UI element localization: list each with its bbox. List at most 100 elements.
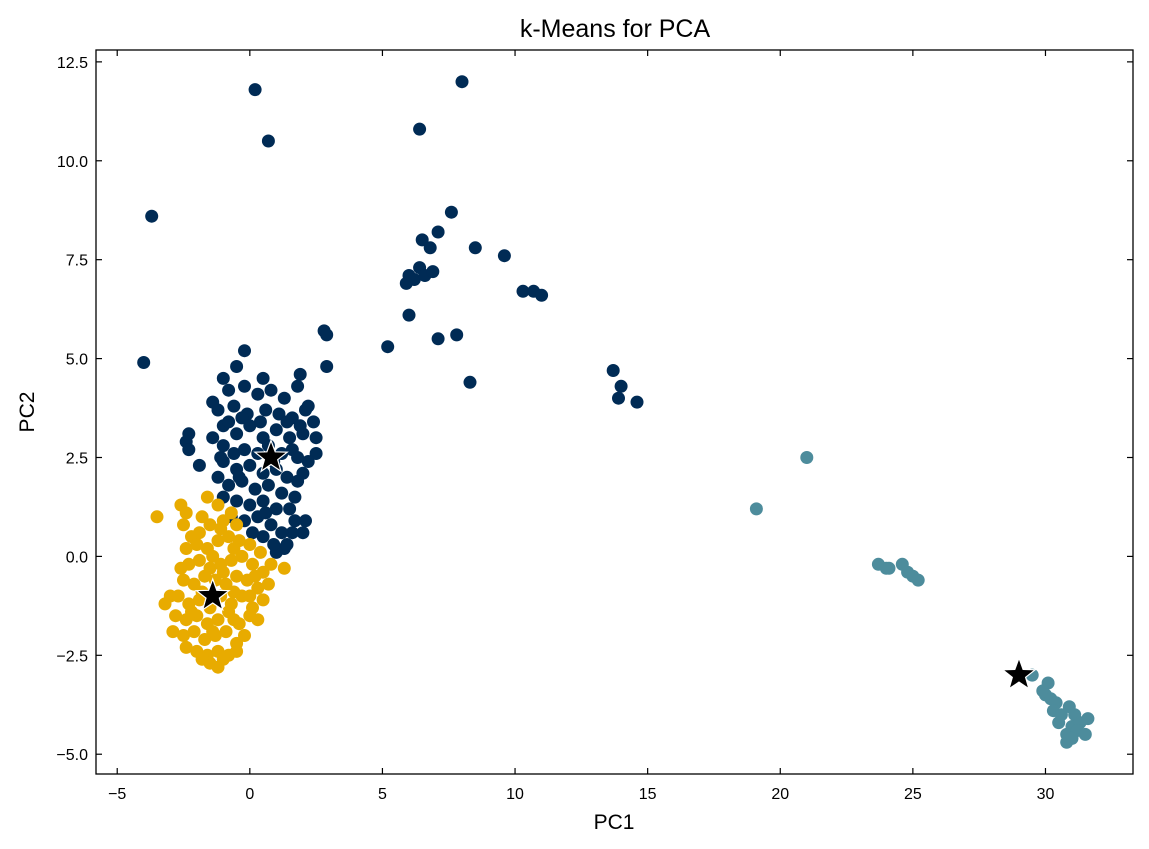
data-point (211, 470, 225, 484)
data-point (264, 557, 278, 571)
data-point (291, 451, 305, 464)
data-point (288, 490, 302, 504)
data-point (211, 403, 225, 417)
data-point (166, 625, 180, 639)
data-point (612, 391, 625, 405)
data-point (216, 565, 230, 579)
data-point (198, 633, 212, 646)
data-point (222, 383, 236, 397)
data-point (1081, 712, 1095, 726)
data-point (227, 399, 241, 413)
data-point (190, 538, 204, 551)
data-point (463, 375, 477, 389)
data-point (283, 431, 297, 445)
data-point (275, 526, 289, 540)
data-point (246, 526, 259, 540)
data-point (450, 328, 464, 342)
data-point (261, 478, 275, 492)
y-tick-label: 10.0 (57, 154, 88, 171)
centroid-star-marker (253, 438, 289, 473)
data-point (219, 625, 233, 639)
data-point (261, 577, 275, 591)
x-tick-label: 30 (1037, 786, 1055, 803)
data-point (179, 640, 193, 654)
data-point (192, 526, 206, 540)
data-point (285, 526, 299, 540)
data-point (235, 411, 249, 425)
data-point (192, 458, 206, 472)
data-point (431, 225, 445, 239)
data-point (269, 502, 283, 516)
data-point (256, 466, 270, 480)
data-point (309, 431, 323, 445)
data-point (291, 474, 305, 488)
data-point (455, 75, 469, 89)
data-point (238, 443, 251, 457)
data-point (174, 561, 188, 575)
data-point (177, 518, 190, 532)
data-point (497, 249, 511, 263)
data-point (169, 609, 183, 623)
data-point (253, 415, 267, 429)
data-point (606, 364, 620, 377)
data-point (187, 577, 201, 591)
data-point (230, 569, 244, 583)
plot-area (137, 75, 1095, 749)
data-point (137, 356, 151, 369)
data-point (423, 241, 437, 255)
data-point (179, 542, 193, 555)
data-point (187, 625, 201, 639)
data-point (230, 360, 244, 373)
y-tick-label: 12.5 (57, 55, 88, 72)
data-point (230, 518, 244, 532)
data-point (280, 538, 294, 551)
data-point (216, 371, 230, 385)
data-point (275, 486, 289, 500)
y-tick-label: 0.0 (66, 549, 88, 566)
data-point (535, 288, 549, 302)
x-tick-label: 5 (378, 786, 387, 803)
data-point (259, 506, 273, 520)
data-point (251, 581, 265, 595)
data-point (299, 514, 312, 528)
data-point (256, 530, 270, 544)
data-point (630, 395, 644, 409)
data-point (399, 276, 413, 290)
y-tick-label: −5.0 (56, 747, 88, 764)
y-tick-label: 7.5 (66, 253, 88, 270)
data-point (882, 561, 896, 575)
data-point (185, 605, 198, 619)
axes-frame (95, 49, 1134, 775)
data-point (222, 478, 236, 492)
data-point (243, 498, 257, 512)
data-point (224, 553, 238, 567)
data-point (402, 308, 416, 322)
data-point (253, 545, 267, 559)
data-point (195, 652, 209, 666)
data-point (413, 122, 427, 136)
data-point (1065, 731, 1079, 745)
x-tick-label: 25 (904, 786, 922, 803)
data-point (309, 447, 323, 460)
data-point (277, 391, 291, 405)
data-point (264, 383, 278, 397)
x-axis-label: PC1 (594, 811, 635, 834)
y-axis-label: PC2 (16, 392, 39, 433)
data-point (235, 549, 249, 563)
chart-title: k-Means for PCA (520, 15, 711, 43)
data-point (238, 344, 251, 358)
x-tick-label: −5 (108, 786, 126, 803)
data-point (248, 569, 262, 583)
data-point (283, 502, 297, 516)
data-point (291, 379, 305, 393)
data-point (232, 470, 246, 484)
data-point (749, 502, 763, 516)
data-point (177, 629, 190, 642)
data-point (320, 328, 334, 342)
data-point (211, 534, 225, 548)
data-point (381, 340, 395, 354)
data-point (206, 625, 220, 639)
centroid-star-marker (1001, 656, 1037, 691)
y-tick-label: 5.0 (66, 352, 88, 369)
